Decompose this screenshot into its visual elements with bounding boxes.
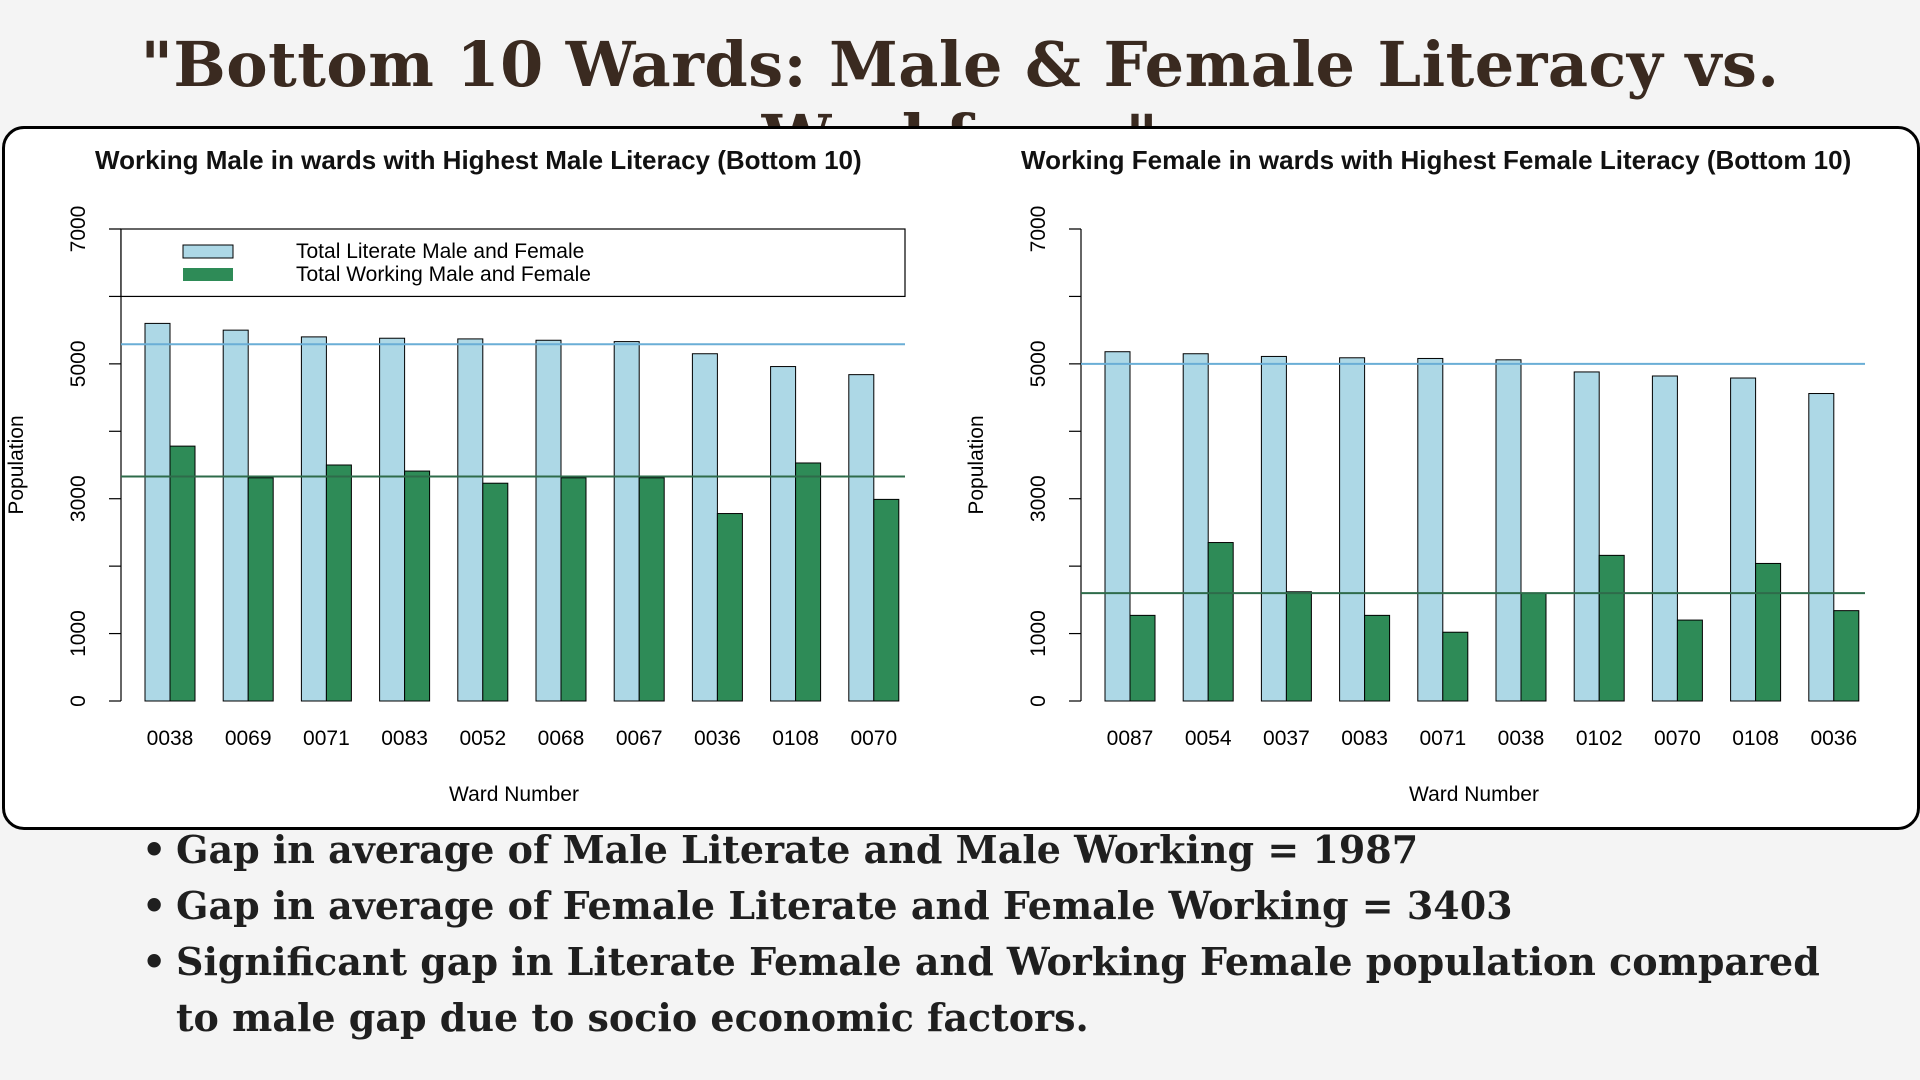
bullet-dot: • bbox=[142, 827, 167, 872]
bullet-text: Gap in average of Male Literate and Male… bbox=[176, 827, 1419, 872]
y-tick-label: 3000 bbox=[1027, 475, 1050, 522]
bar-literate bbox=[691, 353, 718, 702]
bar-working bbox=[873, 498, 900, 702]
bar-working bbox=[1285, 591, 1312, 702]
bar-working bbox=[1364, 614, 1391, 702]
x-tick-label: 0083 bbox=[1341, 727, 1388, 750]
bullet-text: Significant gap in Literate Female and W… bbox=[176, 939, 1820, 1040]
x-tick-label: 0070 bbox=[850, 727, 897, 750]
bar-working bbox=[1676, 619, 1703, 702]
x-tick-label: 0038 bbox=[1498, 727, 1545, 750]
bar-literate bbox=[1182, 353, 1209, 702]
x-tick-label: 0108 bbox=[1732, 727, 1779, 750]
x-tick-label: 0071 bbox=[1419, 727, 1466, 750]
legend-swatch-working bbox=[183, 268, 233, 281]
bar-literate bbox=[457, 338, 484, 702]
bar-working bbox=[716, 513, 743, 702]
y-tick-label: 0 bbox=[1027, 695, 1050, 707]
x-tick-label: 0071 bbox=[303, 727, 350, 750]
x-axis-label: Ward Number bbox=[449, 783, 579, 806]
bullet-item: • Gap in average of Female Literate and F… bbox=[140, 878, 1840, 934]
legend-box bbox=[120, 228, 906, 298]
bullet-text: Gap in average of Female Literate and Fe… bbox=[176, 883, 1513, 928]
y-axis-label: Population bbox=[5, 415, 28, 514]
bar-working bbox=[638, 477, 665, 702]
bar-literate bbox=[1104, 351, 1131, 702]
bar-working bbox=[482, 482, 509, 702]
y-tick-label: 5000 bbox=[1027, 340, 1050, 387]
bar-literate bbox=[300, 336, 327, 702]
bar-literate bbox=[1339, 357, 1366, 702]
y-tick-label: 0 bbox=[67, 695, 90, 707]
bullet-dot: • bbox=[142, 939, 167, 984]
bar-literate bbox=[1651, 375, 1678, 702]
legend-label: Total Literate Male and Female bbox=[296, 240, 584, 263]
bar-working bbox=[247, 477, 274, 702]
bar-working bbox=[169, 445, 196, 702]
x-tick-label: 0038 bbox=[147, 727, 194, 750]
bar-literate bbox=[535, 339, 562, 702]
bar-working bbox=[795, 462, 822, 702]
y-tick-label: 1000 bbox=[1027, 610, 1050, 657]
y-tick-label: 7000 bbox=[1027, 206, 1050, 253]
bar-working bbox=[1129, 614, 1156, 702]
bar-literate bbox=[1808, 393, 1835, 702]
x-tick-label: 0083 bbox=[381, 727, 428, 750]
bar-literate bbox=[144, 322, 171, 702]
x-tick-label: 0102 bbox=[1576, 727, 1623, 750]
y-tick-label: 1000 bbox=[67, 610, 90, 657]
bar-literate bbox=[848, 374, 875, 702]
bar-working bbox=[325, 464, 352, 702]
y-tick-label: 7000 bbox=[67, 206, 90, 253]
legend-swatch-literate bbox=[182, 244, 234, 259]
bar-literate bbox=[379, 337, 406, 702]
bar-working bbox=[1442, 631, 1469, 702]
bar-literate bbox=[1260, 355, 1287, 702]
x-tick-label: 0087 bbox=[1107, 727, 1154, 750]
x-tick-label: 0108 bbox=[772, 727, 819, 750]
x-tick-label: 0070 bbox=[1654, 727, 1701, 750]
bar-working bbox=[560, 477, 587, 702]
x-tick-label: 0036 bbox=[694, 727, 741, 750]
x-tick-label: 0037 bbox=[1263, 727, 1310, 750]
bar-literate bbox=[1730, 377, 1757, 702]
bar-literate bbox=[1495, 359, 1522, 702]
bar-literate bbox=[770, 366, 797, 702]
x-tick-label: 0054 bbox=[1185, 727, 1232, 750]
bar-literate bbox=[222, 329, 249, 702]
bar-literate bbox=[613, 341, 640, 702]
x-tick-label: 0052 bbox=[459, 727, 506, 750]
y-tick-label: 3000 bbox=[67, 475, 90, 522]
bar-literate bbox=[1573, 371, 1600, 702]
bullet-item: • Gap in average of Male Literate and Mal… bbox=[140, 822, 1840, 878]
chart-title: Working Female in wards with Highest Fem… bbox=[1021, 145, 1851, 175]
y-tick-label: 5000 bbox=[67, 340, 90, 387]
bar-working bbox=[1520, 592, 1547, 702]
x-tick-label: 0069 bbox=[225, 727, 272, 750]
charts-svg: Working Male in wards with Highest Male … bbox=[5, 145, 1865, 806]
x-tick-label: 0036 bbox=[1810, 727, 1857, 750]
bullet-list: • Gap in average of Male Literate and Mal… bbox=[140, 822, 1840, 1046]
charts-panel: Working Male in wards with Highest Male … bbox=[2, 126, 1920, 830]
bar-literate bbox=[1417, 357, 1444, 702]
x-axis-label: Ward Number bbox=[1409, 783, 1539, 806]
bar-working bbox=[1755, 562, 1782, 702]
bar-working bbox=[1833, 610, 1860, 702]
legend-label: Total Working Male and Female bbox=[296, 263, 591, 286]
bar-working bbox=[1207, 542, 1234, 702]
bullet-item: • Significant gap in Literate Female and … bbox=[140, 934, 1840, 1046]
x-tick-label: 0067 bbox=[616, 727, 663, 750]
bar-working bbox=[404, 470, 431, 702]
bullet-dot: • bbox=[142, 883, 167, 928]
x-tick-label: 0068 bbox=[538, 727, 585, 750]
y-axis-label: Population bbox=[965, 415, 988, 514]
chart-title: Working Male in wards with Highest Male … bbox=[95, 145, 862, 175]
bar-working bbox=[1598, 554, 1625, 702]
